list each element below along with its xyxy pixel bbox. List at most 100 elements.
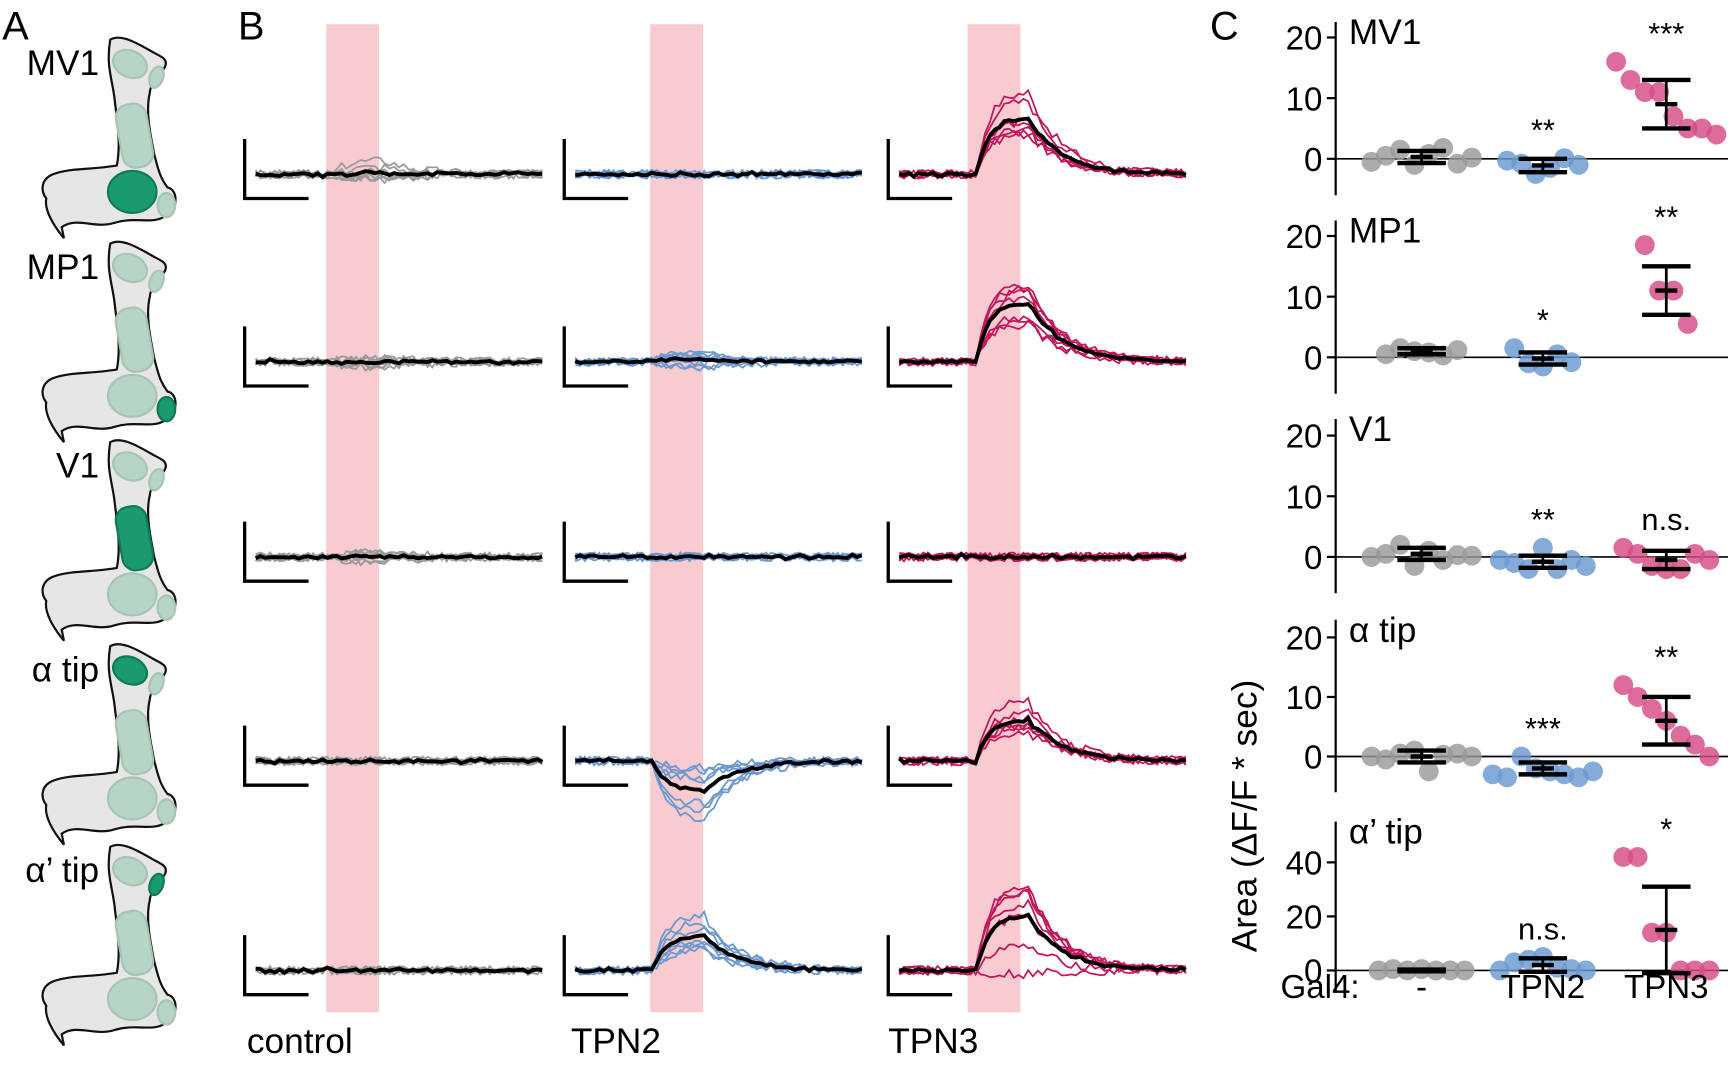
- data-point: [1461, 545, 1482, 566]
- scale-bar: [886, 521, 953, 583]
- subplot-title: α’ tip: [1349, 813, 1423, 852]
- subplot-title: V1: [1349, 410, 1392, 449]
- mean-trace: [255, 356, 543, 366]
- data-point: [1433, 137, 1454, 158]
- x-category-tpn2: TPN2: [1501, 969, 1585, 1006]
- series-tpn3: n.s.: [1613, 502, 1720, 579]
- data-point: [1561, 959, 1582, 980]
- trace-line: [898, 88, 1186, 180]
- trace-group: [242, 521, 543, 583]
- mean-trace: [574, 552, 863, 562]
- series-tpn2: **: [1489, 502, 1596, 579]
- significance-label: **: [1654, 639, 1678, 674]
- significance-label: n.s.: [1518, 911, 1568, 946]
- trace-group: [886, 521, 1187, 583]
- mean-trace: [255, 169, 543, 180]
- trace-line: [898, 551, 1187, 563]
- stimulus-window: [650, 24, 704, 1013]
- scale-bar: [886, 725, 953, 787]
- region-label: MV1: [27, 44, 99, 83]
- y-tick-label: 10: [1286, 280, 1323, 317]
- column-label-tpn3: TPN3: [888, 1022, 978, 1061]
- y-tick-label: 0: [1304, 340, 1322, 377]
- series-control: [1361, 740, 1482, 782]
- compartment-V1: [114, 909, 155, 977]
- data-point: [1670, 725, 1691, 746]
- compartment-alpha-tip: [112, 655, 149, 686]
- mean-trace: [574, 356, 862, 366]
- series-tpn3: **: [1634, 199, 1698, 334]
- data-point: [1575, 960, 1596, 981]
- scale-bar: [562, 935, 629, 997]
- series-tpn3: *: [1613, 811, 1720, 981]
- x-category-tpn3: TPN3: [1624, 969, 1708, 1006]
- trace-group: [562, 521, 863, 583]
- lobe-schematic: α tip: [32, 643, 177, 846]
- y-axis-title: Area (ΔF/F * sec): [1225, 680, 1264, 953]
- scale-bar: [886, 138, 953, 201]
- data-point: [1677, 314, 1698, 334]
- series-tpn3: **: [1613, 639, 1720, 767]
- y-tick-label: 20: [1286, 219, 1323, 256]
- y-tick-label: 20: [1286, 419, 1323, 456]
- trace-line: [898, 116, 1187, 180]
- panel-letter-c: C: [1210, 5, 1239, 49]
- trace-line: [574, 945, 862, 975]
- scale-bar: [886, 326, 953, 388]
- y-tick-label: 20: [1286, 621, 1323, 658]
- data-point: [1390, 534, 1411, 555]
- compartment-alpha-prime-tip: [148, 872, 165, 897]
- data-point: [1642, 922, 1662, 943]
- subplot: 0 20 40 α’ tip n.s. *: [1286, 811, 1728, 993]
- mean-trace: [575, 756, 863, 795]
- data-point: [1418, 761, 1439, 782]
- data-point: [1663, 106, 1684, 127]
- y-tick-label: 20: [1286, 900, 1323, 937]
- column-label-control: control: [247, 1022, 353, 1061]
- scale-bar: [242, 935, 309, 997]
- significance-label: *: [1660, 811, 1672, 846]
- x-axis-prefix: Gal4:: [1281, 969, 1360, 1006]
- scale-bar: [242, 725, 309, 787]
- y-tick-label: 0: [1304, 142, 1322, 179]
- trace-line: [898, 708, 1187, 767]
- data-point: [1454, 960, 1475, 981]
- series-tpn2: n.s.: [1489, 911, 1596, 981]
- trace-group: [886, 88, 1187, 201]
- scale-bar: [562, 326, 629, 388]
- data-point: [1706, 124, 1727, 145]
- compartment-MP1: [156, 395, 177, 423]
- trace-line: [899, 288, 1187, 368]
- stimulus-window: [326, 24, 380, 1013]
- subplot: 0 10 20 V1 ** n.s.: [1286, 410, 1728, 594]
- panel-letter-a: A: [2, 5, 29, 49]
- data-point: [1447, 545, 1468, 566]
- data-point: [1532, 537, 1553, 558]
- panel-letter-b: B: [238, 5, 264, 49]
- series-control: [1361, 137, 1482, 175]
- mean-trace: [898, 912, 1187, 974]
- subplot-title: MV1: [1349, 13, 1421, 52]
- compartment-MP1: [156, 798, 177, 825]
- region-label: α tip: [32, 651, 99, 690]
- mean-trace: [898, 715, 1187, 766]
- data-point: [1575, 556, 1596, 576]
- compartment-alpha-tip: [112, 252, 149, 284]
- scale-bar: [562, 138, 629, 201]
- scale-bar: [242, 521, 309, 583]
- compartment-V1: [114, 102, 155, 169]
- compartment-alpha-prime-tip: [148, 65, 165, 89]
- region-label: α’ tip: [25, 851, 99, 890]
- significance-label: ***: [1525, 711, 1561, 746]
- compartment-MV1: [106, 373, 158, 418]
- data-point: [1620, 70, 1641, 90]
- compartment-MP1: [156, 999, 177, 1026]
- region-label: V1: [56, 446, 99, 485]
- trace-group: [886, 885, 1187, 997]
- compartment-V1: [114, 306, 155, 373]
- series-control: [1368, 959, 1475, 981]
- compartment-alpha-tip: [112, 451, 149, 482]
